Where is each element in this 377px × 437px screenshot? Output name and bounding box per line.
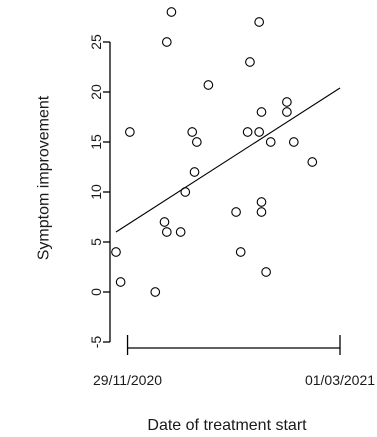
trend-line: [115, 87, 341, 233]
x-axis: 29/11/2020 01/03/2021: [93, 335, 375, 388]
data-point: [203, 80, 214, 90]
data-point: [261, 267, 271, 277]
data-point: [180, 187, 191, 197]
data-point: [175, 227, 186, 237]
x-tick-label: 01/03/2021: [305, 372, 375, 388]
data-point: [288, 137, 299, 147]
x-axis-label: Date of treatment start: [147, 417, 307, 434]
plot-area: [111, 7, 341, 297]
y-axis: -5 0 5 10 15 20 25: [88, 34, 111, 349]
y-tick-label: 20: [88, 84, 104, 100]
data-point: [235, 247, 246, 257]
data-point: [307, 157, 318, 167]
y-tick-label: 25: [88, 34, 104, 50]
data-point: [111, 247, 121, 257]
data-point: [256, 197, 267, 207]
y-tick-label: 15: [88, 134, 104, 150]
data-point: [242, 127, 253, 137]
y-tick-label: 0: [88, 288, 104, 296]
data-point: [161, 37, 172, 47]
data-point: [231, 207, 241, 217]
y-axis-label: Symptom improvement: [36, 95, 53, 260]
y-tick-label: 5: [88, 238, 104, 246]
y-tick-label: 10: [88, 184, 104, 200]
data-point: [282, 97, 292, 107]
data-point: [254, 127, 265, 137]
data-point: [150, 287, 161, 297]
data-point: [254, 17, 265, 27]
data-point: [166, 7, 177, 17]
data-point: [187, 127, 198, 137]
data-point: [256, 107, 267, 117]
data-point: [159, 217, 170, 227]
data-point: [245, 57, 255, 67]
y-tick-label: -5: [88, 336, 104, 349]
data-point: [265, 137, 276, 147]
data-point: [256, 207, 267, 217]
data-point: [161, 227, 172, 237]
data-point: [191, 137, 202, 147]
data-point: [189, 167, 200, 177]
x-tick-label: 29/11/2020: [93, 372, 162, 388]
data-point: [125, 127, 135, 137]
data-point: [282, 107, 292, 117]
data-point: [115, 277, 126, 287]
